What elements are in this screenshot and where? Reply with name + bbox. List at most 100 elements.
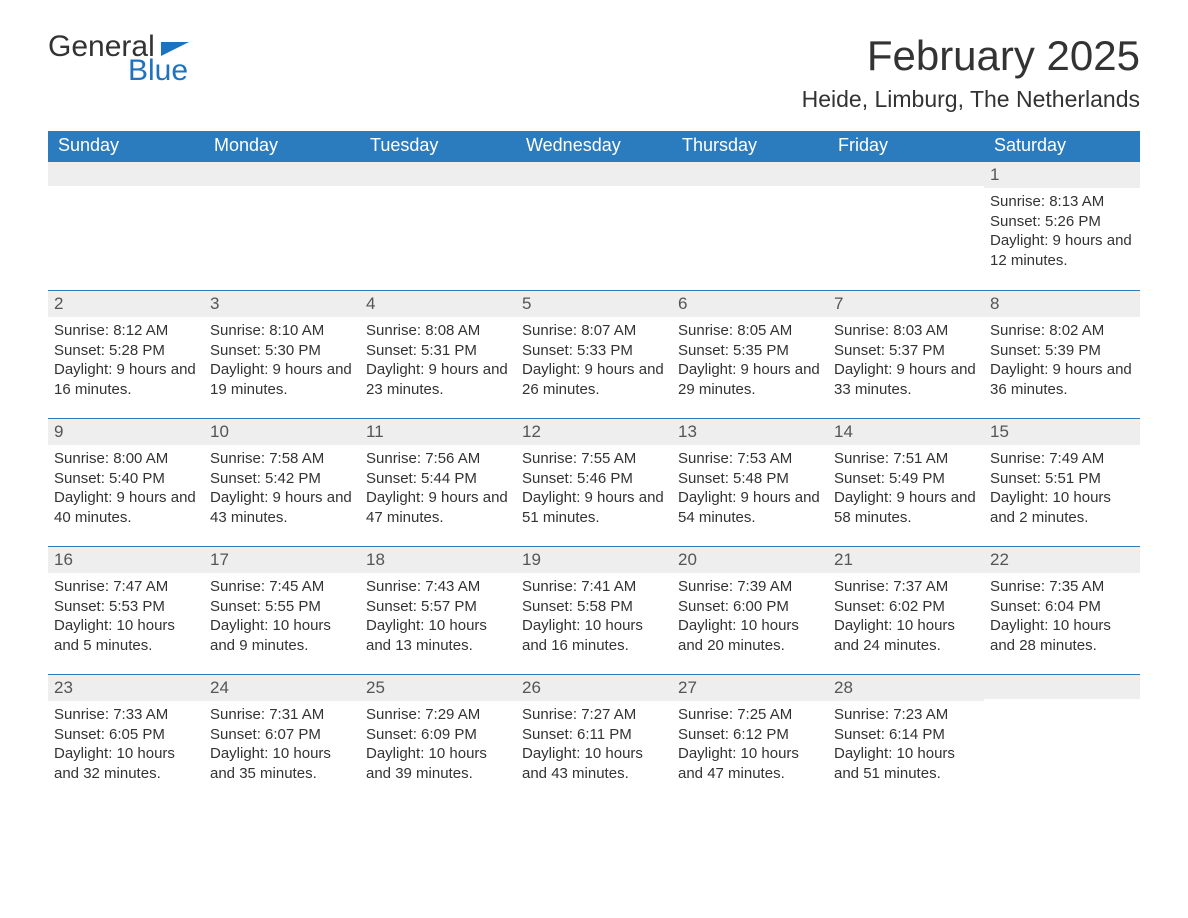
daylight-text: Daylight: 9 hours and 51 minutes.: [522, 488, 668, 527]
location-subtitle: Heide, Limburg, The Netherlands: [802, 86, 1140, 113]
daylight-text: Daylight: 10 hours and 32 minutes.: [54, 744, 200, 783]
day-number: 18: [360, 547, 516, 573]
day-number: [828, 162, 984, 186]
sunrise-text: Sunrise: 7:35 AM: [990, 577, 1136, 597]
daylight-text: Daylight: 9 hours and 26 minutes.: [522, 360, 668, 399]
day-cell: [516, 162, 672, 290]
day-body: Sunrise: 7:25 AMSunset: 6:12 PMDaylight:…: [678, 705, 824, 783]
day-number: 24: [204, 675, 360, 701]
day-body: Sunrise: 7:49 AMSunset: 5:51 PMDaylight:…: [990, 449, 1136, 527]
sunset-text: Sunset: 6:04 PM: [990, 597, 1136, 617]
sunset-text: Sunset: 5:30 PM: [210, 341, 356, 361]
sunrise-text: Sunrise: 7:39 AM: [678, 577, 824, 597]
weekday-monday: Monday: [204, 131, 360, 162]
day-number: 21: [828, 547, 984, 573]
day-body: Sunrise: 7:47 AMSunset: 5:53 PMDaylight:…: [54, 577, 200, 655]
day-number: 22: [984, 547, 1140, 573]
day-body: Sunrise: 8:08 AMSunset: 5:31 PMDaylight:…: [366, 321, 512, 399]
day-cell: 26 Sunrise: 7:27 AMSunset: 6:11 PMDayligh…: [516, 675, 672, 802]
day-cell: 13 Sunrise: 7:53 AMSunset: 5:48 PMDayligh…: [672, 419, 828, 546]
day-body: Sunrise: 7:45 AMSunset: 5:55 PMDaylight:…: [210, 577, 356, 655]
sunrise-text: Sunrise: 7:47 AM: [54, 577, 200, 597]
sunset-text: Sunset: 5:35 PM: [678, 341, 824, 361]
sunset-text: Sunset: 5:37 PM: [834, 341, 980, 361]
day-body: Sunrise: 7:56 AMSunset: 5:44 PMDaylight:…: [366, 449, 512, 527]
sunrise-text: Sunrise: 7:49 AM: [990, 449, 1136, 469]
day-number: 17: [204, 547, 360, 573]
day-number: 27: [672, 675, 828, 701]
day-number: 12: [516, 419, 672, 445]
daylight-text: Daylight: 9 hours and 19 minutes.: [210, 360, 356, 399]
sunrise-text: Sunrise: 8:07 AM: [522, 321, 668, 341]
day-number: 9: [48, 419, 204, 445]
daylight-text: Daylight: 9 hours and 54 minutes.: [678, 488, 824, 527]
daylight-text: Daylight: 10 hours and 35 minutes.: [210, 744, 356, 783]
title-block: February 2025 Heide, Limburg, The Nether…: [802, 32, 1140, 113]
sunrise-text: Sunrise: 7:53 AM: [678, 449, 824, 469]
day-cell: 28Sunrise: 7:23 AMSunset: 6:14 PMDayligh…: [828, 675, 984, 802]
sunrise-text: Sunrise: 7:51 AM: [834, 449, 980, 469]
week-row: 2Sunrise: 8:12 AMSunset: 5:28 PMDaylight…: [48, 290, 1140, 418]
day-body: Sunrise: 8:13 AMSunset: 5:26 PMDaylight:…: [990, 192, 1136, 270]
day-number: 23: [48, 675, 204, 701]
day-number: 7: [828, 291, 984, 317]
sunset-text: Sunset: 5:57 PM: [366, 597, 512, 617]
day-number: [672, 162, 828, 186]
daylight-text: Daylight: 9 hours and 23 minutes.: [366, 360, 512, 399]
sunset-text: Sunset: 6:00 PM: [678, 597, 824, 617]
day-body: Sunrise: 7:41 AMSunset: 5:58 PMDaylight:…: [522, 577, 668, 655]
sunrise-text: Sunrise: 7:43 AM: [366, 577, 512, 597]
sunrise-text: Sunrise: 7:25 AM: [678, 705, 824, 725]
sunrise-text: Sunrise: 7:55 AM: [522, 449, 668, 469]
sunset-text: Sunset: 5:46 PM: [522, 469, 668, 489]
day-cell: 24Sunrise: 7:31 AMSunset: 6:07 PMDayligh…: [204, 675, 360, 802]
sunrise-text: Sunrise: 8:00 AM: [54, 449, 200, 469]
sunset-text: Sunset: 5:48 PM: [678, 469, 824, 489]
weekday-sunday: Sunday: [48, 131, 204, 162]
daylight-text: Daylight: 10 hours and 24 minutes.: [834, 616, 980, 655]
day-cell: 3Sunrise: 8:10 AMSunset: 5:30 PMDaylight…: [204, 291, 360, 418]
day-number: 6: [672, 291, 828, 317]
daylight-text: Daylight: 9 hours and 47 minutes.: [366, 488, 512, 527]
week-row: 23 Sunrise: 7:33 AMSunset: 6:05 PMDayligh…: [48, 674, 1140, 802]
sunset-text: Sunset: 6:09 PM: [366, 725, 512, 745]
day-number: 13: [672, 419, 828, 445]
daylight-text: Daylight: 9 hours and 40 minutes.: [54, 488, 200, 527]
day-body: Sunrise: 7:35 AMSunset: 6:04 PMDaylight:…: [990, 577, 1136, 655]
day-cell: 9 Sunrise: 8:00 AMSunset: 5:40 PMDaylight…: [48, 419, 204, 546]
day-number: 3: [204, 291, 360, 317]
day-number: 2: [48, 291, 204, 317]
daylight-text: Daylight: 9 hours and 12 minutes.: [990, 231, 1136, 270]
day-number: 15: [984, 419, 1140, 445]
weekday-tuesday: Tuesday: [360, 131, 516, 162]
weekday-thursday: Thursday: [672, 131, 828, 162]
day-number: 28: [828, 675, 984, 701]
day-number: 26: [516, 675, 672, 701]
day-cell: [984, 675, 1140, 802]
day-cell: 10Sunrise: 7:58 AMSunset: 5:42 PMDayligh…: [204, 419, 360, 546]
day-body: Sunrise: 7:33 AMSunset: 6:05 PMDaylight:…: [54, 705, 200, 783]
day-body: Sunrise: 8:00 AMSunset: 5:40 PMDaylight:…: [54, 449, 200, 527]
sunrise-text: Sunrise: 7:45 AM: [210, 577, 356, 597]
day-cell: 21 Sunrise: 7:37 AMSunset: 6:02 PMDayligh…: [828, 547, 984, 674]
sunset-text: Sunset: 5:40 PM: [54, 469, 200, 489]
day-cell: 2Sunrise: 8:12 AMSunset: 5:28 PMDaylight…: [48, 291, 204, 418]
day-body: Sunrise: 7:39 AMSunset: 6:00 PMDaylight:…: [678, 577, 824, 655]
day-body: Sunrise: 7:37 AMSunset: 6:02 PMDaylight:…: [834, 577, 980, 655]
calendar: Sunday Monday Tuesday Wednesday Thursday…: [48, 131, 1140, 802]
day-number: 10: [204, 419, 360, 445]
day-number: 16: [48, 547, 204, 573]
weeks-container: 1Sunrise: 8:13 AMSunset: 5:26 PMDaylight…: [48, 162, 1140, 802]
day-body: Sunrise: 7:53 AMSunset: 5:48 PMDaylight:…: [678, 449, 824, 527]
sunset-text: Sunset: 6:05 PM: [54, 725, 200, 745]
day-number: 19: [516, 547, 672, 573]
day-number: 4: [360, 291, 516, 317]
sunrise-text: Sunrise: 7:41 AM: [522, 577, 668, 597]
day-cell: 19 Sunrise: 7:41 AMSunset: 5:58 PMDayligh…: [516, 547, 672, 674]
day-cell: [204, 162, 360, 290]
weekday-header-row: Sunday Monday Tuesday Wednesday Thursday…: [48, 131, 1140, 162]
day-body: Sunrise: 7:27 AMSunset: 6:11 PMDaylight:…: [522, 705, 668, 783]
day-number: [48, 162, 204, 186]
daylight-text: Daylight: 10 hours and 43 minutes.: [522, 744, 668, 783]
sunset-text: Sunset: 5:58 PM: [522, 597, 668, 617]
